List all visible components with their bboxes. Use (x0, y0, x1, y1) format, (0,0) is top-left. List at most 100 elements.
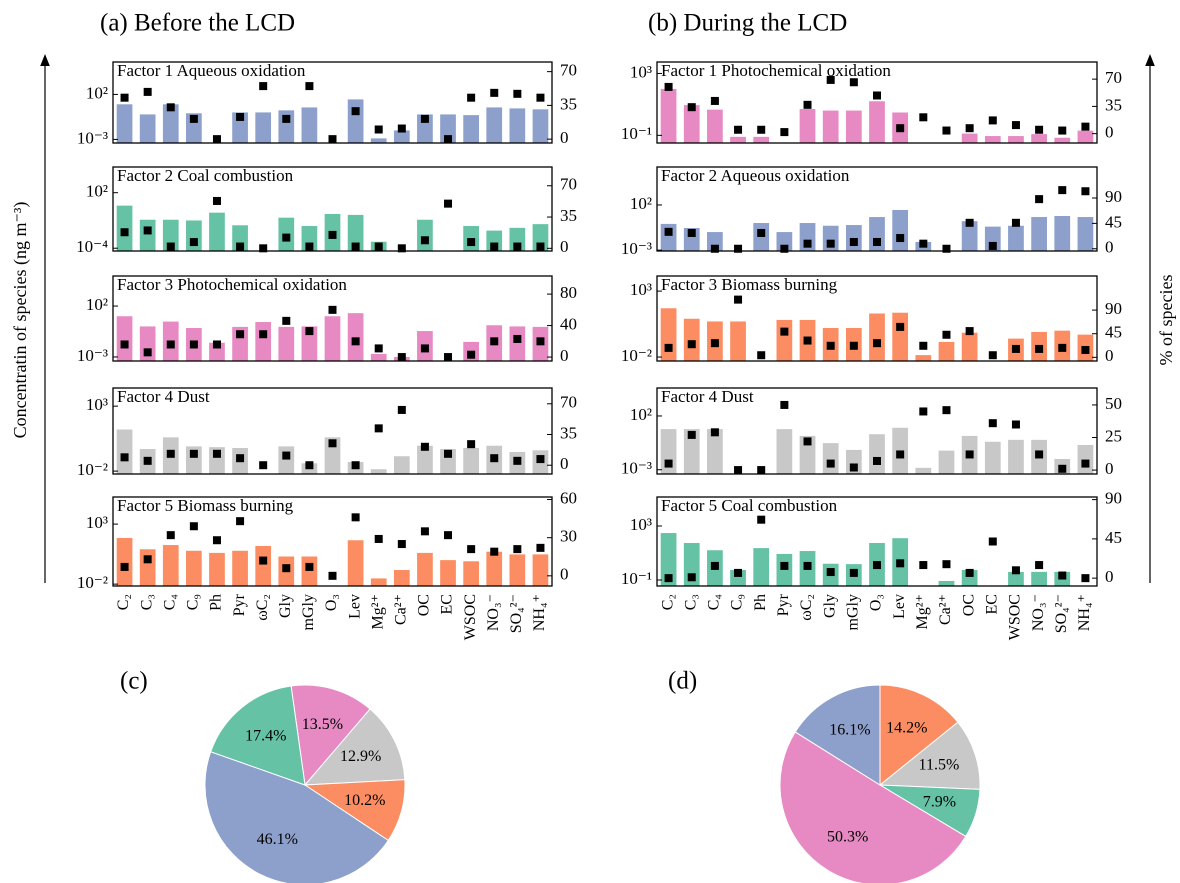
y2-tick-label: 35 (560, 206, 577, 225)
point (120, 562, 129, 571)
y2-tick-label: 70 (1105, 68, 1122, 87)
plot-frame (656, 61, 1098, 144)
point (305, 327, 314, 336)
point (734, 295, 743, 304)
bar (116, 104, 133, 143)
bar (324, 316, 341, 361)
point (1081, 574, 1090, 583)
x-tick-label: OC (416, 594, 433, 616)
panel-title: Factor 5 Coal combustion (661, 496, 838, 515)
point (120, 453, 129, 462)
point (536, 543, 545, 552)
x-tick-label: OC (960, 594, 977, 616)
x-tick-label: WSOC (462, 594, 479, 640)
point (536, 337, 545, 346)
point (397, 353, 406, 362)
bar (683, 105, 700, 143)
point (896, 322, 905, 331)
y2-tick-label: 30 (560, 527, 577, 546)
point (988, 116, 997, 125)
pie-label: 17.4% (245, 728, 286, 745)
plot-frame (112, 387, 553, 475)
bar (1031, 217, 1047, 251)
pie-label: 7.9% (923, 794, 956, 811)
bar (255, 545, 272, 586)
point (420, 236, 429, 245)
point (212, 196, 221, 205)
y-tick-label: 10³ (630, 280, 652, 299)
bar (393, 130, 410, 143)
point (1011, 344, 1020, 353)
point (919, 341, 928, 350)
bar (347, 540, 364, 586)
bar (509, 326, 526, 361)
x-tick-label: NH₄⁺ (531, 594, 548, 631)
pie-label: 46.1% (257, 831, 298, 848)
point (490, 88, 499, 97)
y-tick-label: 10³ (86, 513, 108, 532)
point (444, 449, 453, 458)
bar (776, 553, 793, 586)
point (328, 439, 337, 448)
panel-title: Factor 2 Aqueous oxidation (661, 166, 850, 185)
point (374, 424, 383, 433)
point (687, 430, 696, 439)
point (780, 128, 789, 137)
y-tick-label: 10³ (630, 515, 652, 534)
panel-title: Factor 2 Coal combustion (117, 166, 294, 185)
point (305, 242, 314, 251)
point (166, 103, 175, 112)
y2-tick-label: 45 (1105, 212, 1122, 231)
point (444, 135, 453, 144)
bar (255, 322, 272, 361)
point (919, 407, 928, 416)
pie-label: 10.2% (344, 792, 385, 809)
point (988, 419, 997, 428)
y-tick-label: 10⁻³ (621, 459, 652, 478)
point (1011, 420, 1020, 429)
bar (347, 313, 364, 361)
point (444, 353, 453, 362)
y-tick-label: 10³ (630, 62, 652, 81)
y2-tick-label: 35 (560, 423, 577, 442)
point (282, 233, 291, 242)
bar (915, 355, 932, 361)
bar (1008, 571, 1024, 586)
y-tick-label: 10² (86, 182, 108, 201)
point (374, 242, 383, 251)
pie-label: 16.1% (829, 721, 870, 738)
bar (892, 209, 909, 251)
bar (278, 446, 295, 474)
bar (463, 561, 479, 586)
bar (707, 429, 723, 474)
point (536, 93, 545, 102)
bar (1077, 217, 1094, 251)
point (282, 316, 291, 325)
point (965, 327, 974, 336)
plot-frame (656, 496, 1098, 587)
bar (393, 456, 410, 474)
bar (869, 313, 885, 361)
point (780, 327, 789, 336)
point (490, 242, 499, 251)
bar (116, 429, 133, 474)
bar (730, 321, 746, 361)
point (687, 573, 696, 582)
bar (938, 450, 955, 474)
pie-slice (794, 684, 881, 786)
point (397, 405, 406, 414)
x-tick-label: C₄ (706, 594, 723, 611)
point (143, 456, 152, 465)
bar (347, 99, 364, 143)
pie-slice (878, 721, 981, 790)
bar (393, 570, 410, 586)
bar (370, 469, 387, 474)
pie-slice (204, 751, 389, 883)
point (467, 545, 476, 554)
point (710, 561, 719, 570)
y2-tick-label: 45 (1105, 528, 1122, 547)
plot-frame (656, 166, 1098, 252)
point (780, 561, 789, 570)
point (1011, 218, 1020, 227)
